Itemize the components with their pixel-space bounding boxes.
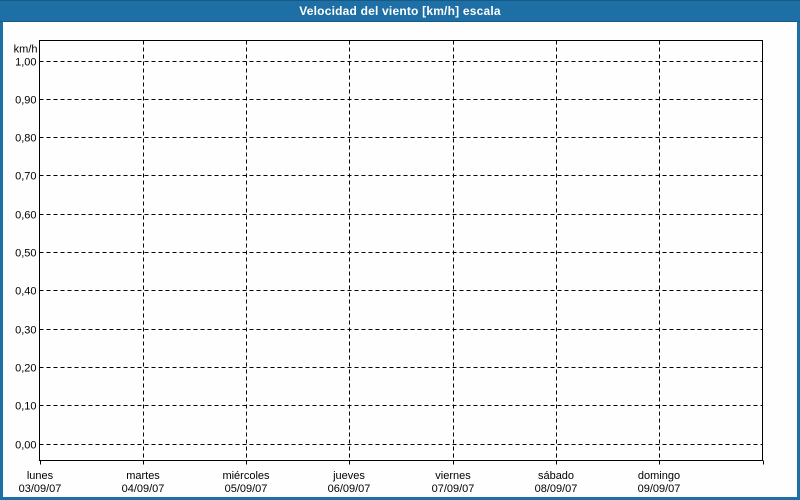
y-tick-label: 0,40 bbox=[15, 286, 36, 298]
y-tick-label: 0,90 bbox=[15, 95, 36, 107]
y-tick-label: 0,10 bbox=[15, 401, 36, 413]
x-tick-day-label: jueves bbox=[332, 470, 365, 482]
chart-title: Velocidad del viento [km/h] escala bbox=[299, 4, 501, 18]
x-tick-day-label: viernes bbox=[435, 470, 471, 482]
x-tick-day-label: domingo bbox=[638, 470, 680, 482]
x-tick-date-label: 07/09/07 bbox=[432, 483, 475, 495]
y-tick-label: 0,20 bbox=[15, 363, 36, 375]
plot-area: 0,00 0,10 0,20 0,30 0,40 0,50 0,60 0,70 0,80 0,90… bbox=[3, 22, 797, 497]
y-tick-label: 0,50 bbox=[15, 248, 36, 260]
y-tick-label: 0,70 bbox=[15, 171, 36, 183]
y-tick-label: 0,30 bbox=[15, 325, 36, 337]
x-tick-day-label: sábado bbox=[538, 470, 574, 482]
y-tick-label: 0,00 bbox=[15, 440, 36, 452]
title-bar: Velocidad del viento [km/h] escala bbox=[0, 0, 800, 22]
x-tick-day-label: martes bbox=[126, 470, 160, 482]
x-tick-day-label: miércoles bbox=[222, 470, 270, 482]
y-tick-label: 0,80 bbox=[15, 133, 36, 145]
plot-frame bbox=[39, 40, 763, 461]
x-tick-date-label: 03/09/07 bbox=[19, 483, 62, 495]
y-tick-label: 0,60 bbox=[15, 210, 36, 222]
x-tick-day-label: lunes bbox=[27, 470, 54, 482]
y-axis-unit-label: km/h bbox=[14, 44, 38, 56]
chart-canvas: 0,00 0,10 0,20 0,30 0,40 0,50 0,60 0,70 0,80 0,90… bbox=[14, 40, 764, 495]
x-tick-date-label: 08/09/07 bbox=[535, 483, 578, 495]
x-tick-date-label: 09/09/07 bbox=[638, 483, 681, 495]
y-tick-label: 1,00 bbox=[15, 57, 36, 69]
x-tick-date-label: 06/09/07 bbox=[328, 483, 371, 495]
x-tick-date-label: 05/09/07 bbox=[225, 483, 268, 495]
x-tick-date-label: 04/09/07 bbox=[122, 483, 165, 495]
